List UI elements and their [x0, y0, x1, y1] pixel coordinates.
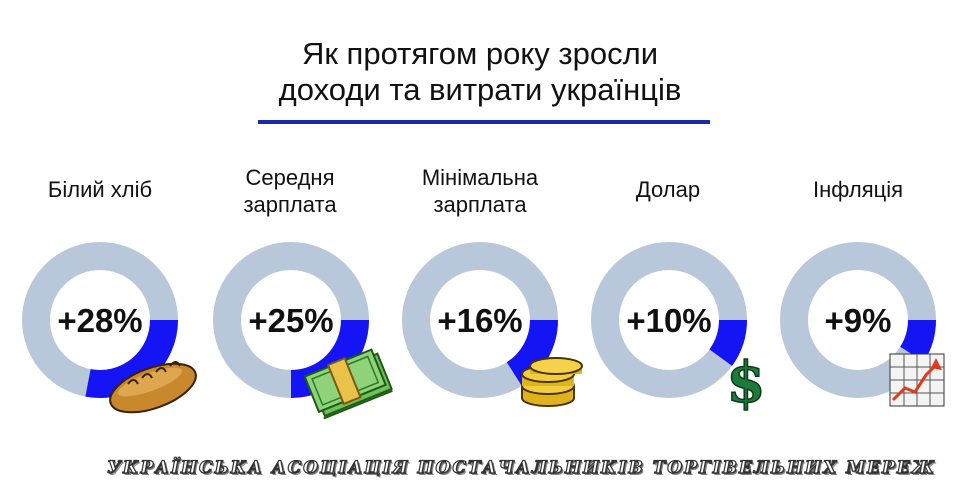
growth-chart-icon: [889, 353, 945, 407]
footer-watermark: УКРАЇНСЬКА АСОЦІАЦІЯ ПОСТАЧАЛЬНИКІВ ТОРГ…: [106, 457, 936, 478]
value-label: +25%: [248, 302, 333, 339]
dollar-sign-icon: $: [727, 350, 766, 416]
label-line: Мінімальна: [421, 165, 539, 190]
label-bread: Білий хліб: [10, 176, 190, 203]
value-label: +16%: [437, 302, 522, 339]
donut-value-arc: [506, 319, 558, 386]
label-line: зарплата: [243, 192, 337, 217]
donut-value-arc: [709, 319, 747, 366]
label-line: Долар: [635, 177, 701, 202]
value-label: +9%: [825, 302, 892, 339]
money-stack-icon: [303, 348, 393, 420]
label-avg-salary: Середня зарплата: [200, 164, 380, 218]
title-line-1: Як протягом року зросли: [301, 36, 659, 71]
bread-icon: [109, 361, 197, 414]
label-inflation: Інфляція: [768, 176, 948, 203]
coins-icon: [521, 357, 583, 407]
label-line: зарплата: [433, 192, 527, 217]
label-line: Інфляція: [812, 177, 904, 202]
chart-title: Як протягом року зросли доходи та витрат…: [0, 36, 960, 108]
label-dollar: Долар: [578, 176, 758, 203]
donut-value-arc: [899, 319, 936, 362]
title-underline: [258, 120, 710, 124]
value-label: +28%: [57, 302, 142, 339]
label-min-salary: Мінімальна зарплата: [390, 164, 570, 218]
title-line-2: доходи та витрати українців: [278, 72, 682, 107]
label-line: Білий хліб: [47, 177, 153, 202]
label-line: Середня: [245, 165, 335, 190]
value-label: +10%: [626, 302, 711, 339]
donut-value-arc: [85, 319, 178, 398]
